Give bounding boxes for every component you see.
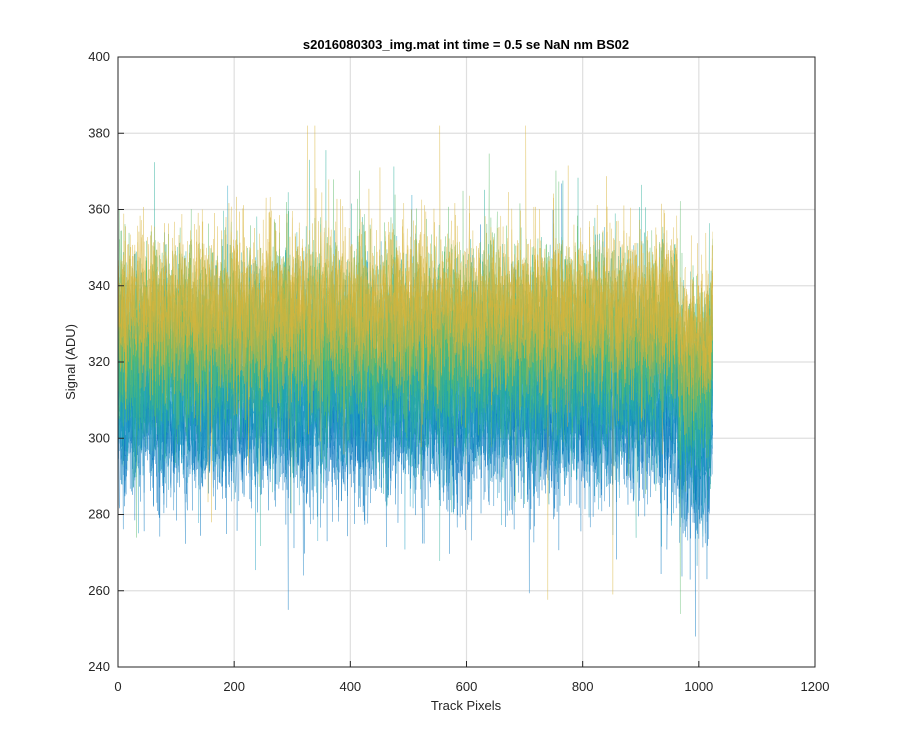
y-tick-label: 320 (88, 354, 110, 369)
x-tick-label: 200 (223, 679, 245, 694)
y-tick-label: 380 (88, 125, 110, 140)
y-tick-label: 240 (88, 659, 110, 674)
y-tick-label: 280 (88, 507, 110, 522)
chart-figure: 0 200 400 600 800 1000 1200 240 260 280 300 320 340… (0, 0, 900, 750)
x-tick-label: 400 (339, 679, 361, 694)
x-tick-label: 0 (114, 679, 121, 694)
y-tick-label: 260 (88, 583, 110, 598)
y-axis-label: Signal (ADU) (63, 324, 78, 400)
y-tick-label: 400 (88, 49, 110, 64)
x-tick-label: 1200 (801, 679, 830, 694)
y-tick-label: 300 (88, 430, 110, 445)
x-tick-label: 1000 (684, 679, 713, 694)
chart-title: s2016080303_img.mat int time = 0.5 se Na… (303, 37, 629, 52)
x-axis-label: Track Pixels (431, 698, 502, 713)
x-tick-label: 800 (572, 679, 594, 694)
y-tick-label: 360 (88, 202, 110, 217)
x-tick-label: 600 (456, 679, 478, 694)
y-tick-label: 340 (88, 278, 110, 293)
